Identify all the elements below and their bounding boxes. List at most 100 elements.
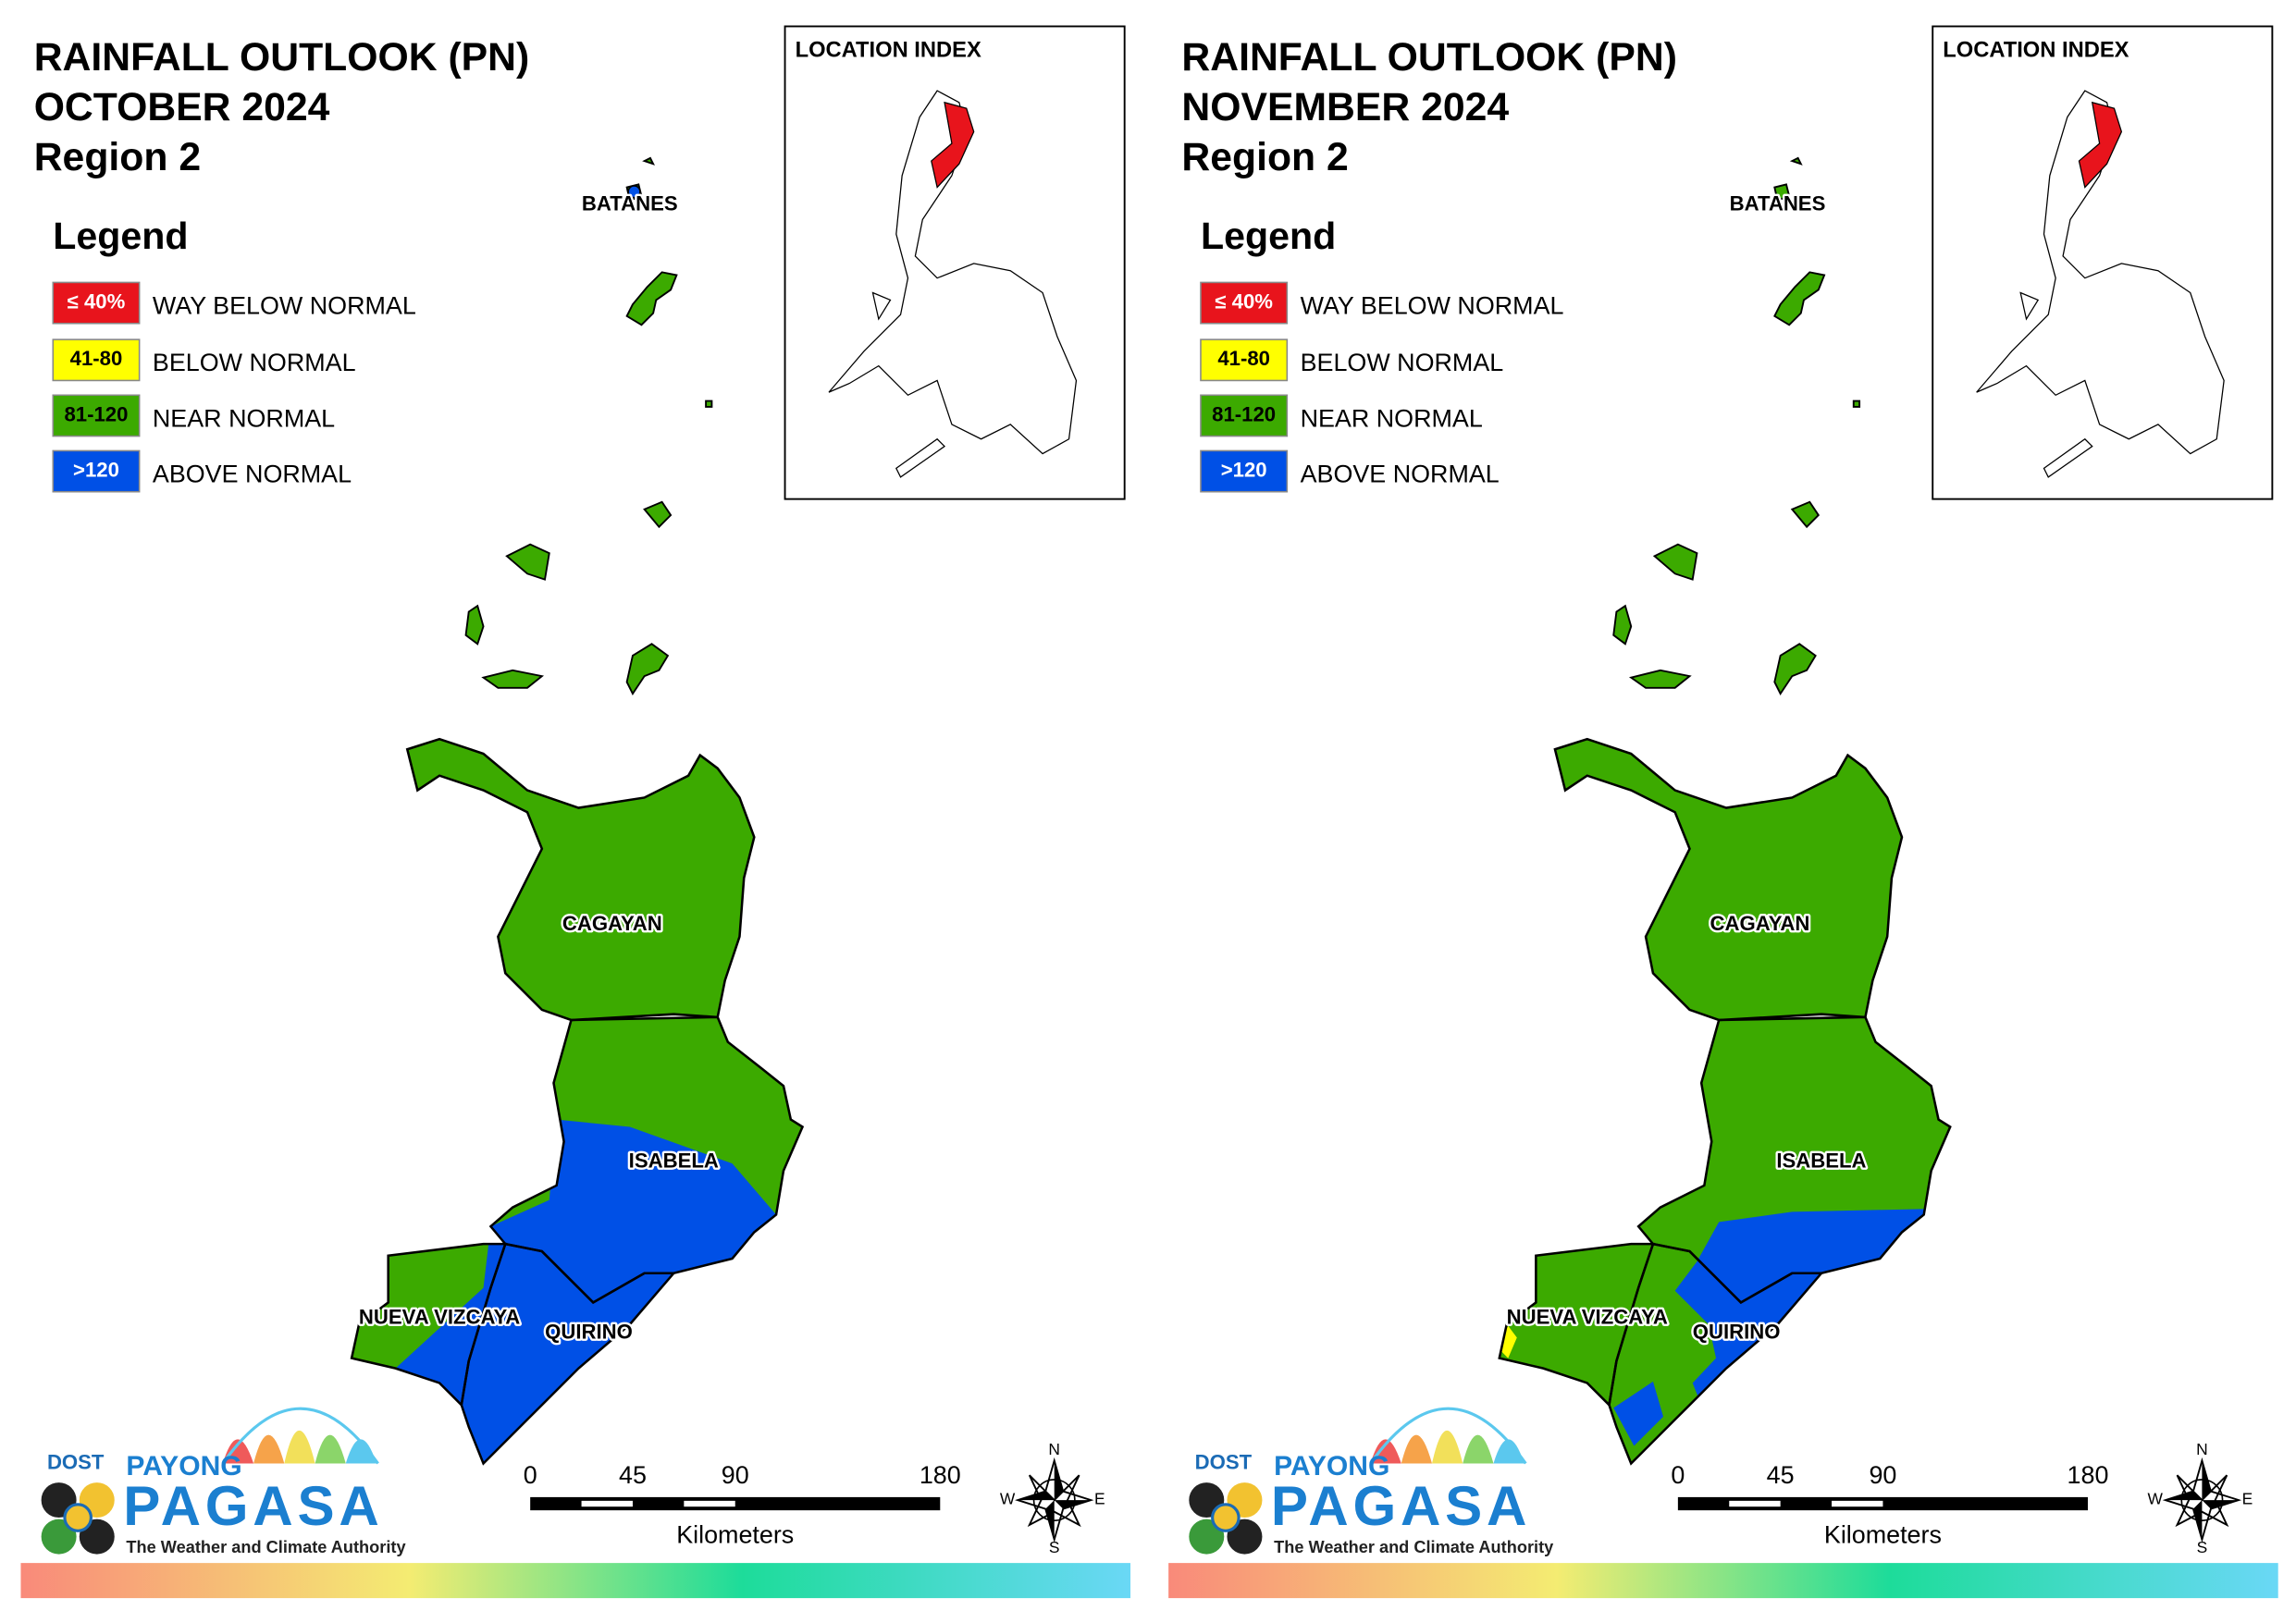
province-border	[1553, 737, 1904, 1022]
legend-label: ABOVE NORMAL	[153, 460, 352, 487]
legend-range: 41-80	[70, 347, 123, 370]
compass-letter: E	[2242, 1490, 2253, 1508]
island	[1628, 669, 1692, 689]
scale-unit: Kilometers	[1824, 1521, 1942, 1549]
logo-seal	[63, 1503, 93, 1532]
location-index-title: LOCATION INDEX	[796, 39, 981, 63]
logo-tagline: The Weather and Climate Authority	[1274, 1538, 1554, 1556]
legend-label: BELOW NORMAL	[153, 349, 356, 376]
scale-tick-label: 90	[1869, 1461, 1896, 1489]
footer-band	[20, 1563, 1131, 1599]
island	[705, 400, 713, 408]
legend-label: WAY BELOW NORMAL	[153, 291, 416, 319]
panel: RAINFALL OUTLOOK (PN) OCTOBER 2024 Region …	[20, 25, 1131, 1599]
philippines-outline	[828, 90, 1078, 478]
legend-range: 81-120	[64, 402, 128, 425]
scale-tick-label: 180	[2068, 1461, 2109, 1489]
legend-range: 41-80	[1217, 347, 1270, 370]
province-label: QUIRINO	[545, 1321, 633, 1344]
province-label: CAGAYAN	[1710, 912, 1810, 935]
legend-swatch	[1200, 338, 1289, 382]
island-blue	[627, 185, 641, 199]
umbrella-panel	[1493, 1439, 1524, 1464]
province-label: ISABELA	[629, 1149, 719, 1172]
logo-tagline: The Weather and Climate Authority	[126, 1538, 406, 1556]
island	[1773, 271, 1826, 326]
umbrella-panel	[1463, 1434, 1494, 1464]
compass-letter: W	[2148, 1490, 2164, 1508]
legend-range: >120	[1221, 458, 1267, 481]
legend-title: Legend	[53, 215, 188, 257]
scale-bar-white	[1729, 1500, 1781, 1507]
logo-brand: PAGASA	[123, 1475, 383, 1537]
island	[1789, 156, 1803, 166]
legend-label: NEAR NORMAL	[1301, 404, 1483, 432]
island	[642, 156, 655, 166]
compass-ring	[1032, 1479, 1076, 1522]
logo-agency: DOST	[47, 1450, 105, 1473]
scale-tick-label: 0	[524, 1461, 537, 1489]
province	[407, 739, 755, 1021]
compass-letter: S	[2197, 1538, 2208, 1556]
province	[1554, 739, 1902, 1021]
philippines-outline	[1976, 90, 2225, 478]
legend-swatch	[1200, 449, 1289, 493]
logo-seal	[1211, 1503, 1241, 1532]
province-label: ISABELA	[1776, 1149, 1866, 1172]
location-index-title: LOCATION INDEX	[1943, 39, 2129, 63]
scale-bar-white	[581, 1500, 633, 1507]
logo-agency: DOST	[1195, 1450, 1253, 1473]
compass-fill	[2165, 1460, 2239, 1540]
island	[1773, 183, 1791, 203]
legend-swatch	[52, 394, 141, 437]
compass-ring	[2180, 1479, 2224, 1522]
legend-label: BELOW NORMAL	[1301, 349, 1504, 376]
umbrella-panel	[284, 1430, 315, 1464]
umbrella-panel	[222, 1439, 254, 1464]
legend-swatch	[52, 338, 141, 382]
province-border	[460, 1242, 677, 1466]
island	[505, 543, 550, 581]
province	[1499, 1244, 1653, 1406]
title-line: OCTOBER 2024	[34, 85, 330, 129]
logo-brand-top: PAYONG	[1274, 1451, 1389, 1482]
island	[481, 669, 545, 689]
outlook-area	[1613, 1381, 1664, 1446]
umbrella-top	[1369, 1407, 1527, 1465]
compass-letter: N	[1048, 1440, 1060, 1458]
province-border	[350, 1242, 508, 1408]
title-line: RAINFALL OUTLOOK (PN)	[34, 35, 530, 80]
legend-title: Legend	[1201, 215, 1336, 257]
island	[1652, 543, 1698, 581]
province-border	[405, 737, 756, 1022]
legend-label: NEAR NORMAL	[153, 404, 335, 432]
scale-tick-label: 0	[1671, 1461, 1685, 1489]
island	[1612, 604, 1633, 646]
legend-range: 81-120	[1212, 402, 1276, 425]
title-line: NOVEMBER 2024	[1181, 85, 1509, 129]
legend-swatch	[1200, 394, 1289, 437]
scale-tick-label: 45	[619, 1461, 647, 1489]
scale-unit: Kilometers	[676, 1521, 794, 1549]
region-2-highlight	[2078, 101, 2123, 189]
legend-label: ABOVE NORMAL	[1301, 460, 1500, 487]
province-label: BATANES	[1730, 191, 1826, 215]
umbrella-panel	[315, 1434, 346, 1464]
scale-bar-white	[1832, 1500, 1883, 1507]
island	[643, 500, 673, 529]
province-label: NUEVA VIZCAYA	[359, 1306, 520, 1329]
panel: RAINFALL OUTLOOK (PN) NOVEMBER 2024 Region…	[1168, 25, 2278, 1599]
legend-range: ≤ 40%	[1215, 289, 1273, 313]
province-label: CAGAYAN	[562, 912, 662, 935]
province-border	[1498, 1242, 1655, 1408]
umbrella-top	[221, 1407, 379, 1465]
legend-swatch	[1200, 281, 1289, 325]
province-label: QUIRINO	[1693, 1321, 1781, 1344]
island	[625, 643, 670, 695]
island	[1790, 500, 1821, 529]
logo-brand: PAGASA	[1271, 1475, 1531, 1537]
island	[1773, 643, 1817, 695]
title-line: Region 2	[1181, 135, 1348, 179]
region-2-highlight	[931, 101, 975, 189]
